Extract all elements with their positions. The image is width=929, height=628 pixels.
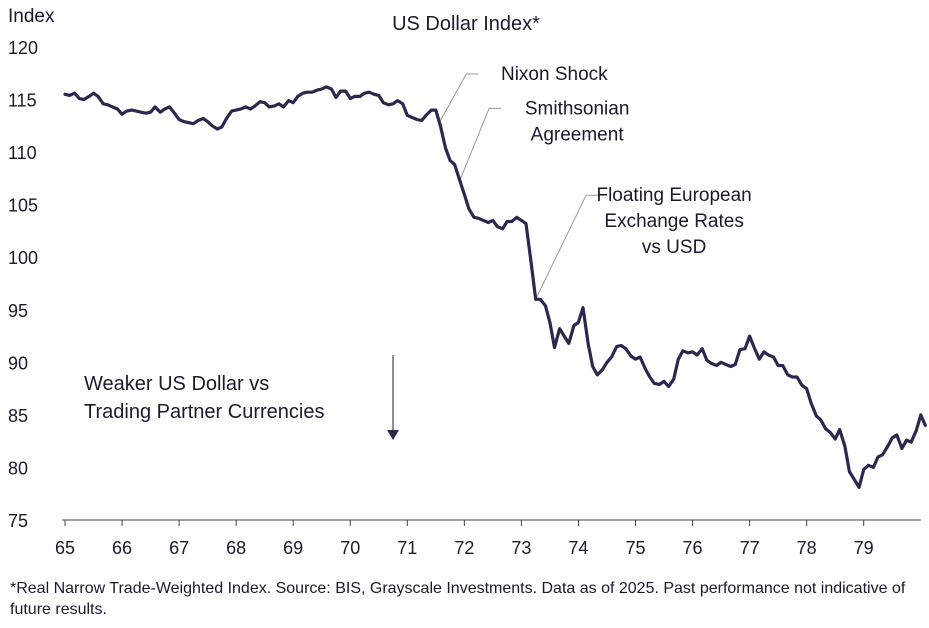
- x-tick-label: 68: [226, 538, 246, 558]
- arrow-down-icon: [387, 430, 399, 440]
- y-axis-ticks: 75 80 85 90 95 100 105 110 115 120: [8, 38, 38, 531]
- x-tick-label: 70: [340, 538, 360, 558]
- y-tick-label: 110: [8, 143, 37, 163]
- series-layer: [63, 85, 927, 489]
- y-tick-label: 120: [8, 38, 38, 58]
- x-axis-ticks: 65 66 67 68 69 70 71 72 73 74 75 76 77 78 79: [55, 520, 874, 558]
- annotation-leader: [459, 107, 502, 181]
- chart-title: US Dollar Index*: [392, 13, 540, 35]
- x-tick-label: 79: [854, 538, 874, 558]
- y-tick-label: 95: [8, 301, 28, 321]
- y-tick-label: 80: [8, 458, 28, 478]
- x-tick-label: 71: [397, 538, 417, 558]
- callout-layer: Weaker US Dollar vs Trading Partner Curre…: [84, 355, 399, 440]
- footnote: *Real Narrow Trade-Weighted Index. Sourc…: [10, 580, 906, 618]
- index-series-line: [63, 85, 927, 489]
- y-tick-label: 105: [8, 196, 38, 216]
- annotation-leader: [535, 194, 599, 300]
- annotation-label: Nixon Shock: [501, 64, 608, 85]
- y-tick-label: 85: [8, 406, 28, 426]
- x-tick-label: 73: [511, 538, 531, 558]
- y-tick-label: 115: [8, 91, 37, 111]
- annotation-leader: [439, 73, 479, 121]
- x-tick-label: 75: [625, 538, 645, 558]
- annotation-label: Smithsonian Agreement: [525, 98, 630, 145]
- dollar-index-chart: Index US Dollar Index* 75 80 85 90 95 100 105 1…: [8, 6, 927, 558]
- x-tick-label: 72: [454, 538, 474, 558]
- y-tick-label: 90: [8, 353, 28, 373]
- x-tick-label: 65: [55, 538, 75, 558]
- x-tick-label: 69: [283, 538, 303, 558]
- x-tick-label: 66: [112, 538, 132, 558]
- x-tick-label: 76: [683, 538, 703, 558]
- annotation-layer: Nixon Shock Smithsonian Agreement Floating …: [439, 64, 752, 300]
- annotation-label: Floating European Exchange Rates vs USD: [596, 185, 751, 258]
- x-tick-label: 78: [797, 538, 817, 558]
- x-tick-label: 74: [568, 538, 588, 558]
- y-axis-label: Index: [8, 6, 55, 27]
- y-tick-label: 75: [8, 511, 28, 531]
- x-tick-label: 77: [740, 538, 760, 558]
- y-tick-label: 100: [8, 248, 38, 268]
- weaker-dollar-callout: Weaker US Dollar vs Trading Partner Curre…: [84, 373, 324, 423]
- x-tick-label: 67: [169, 538, 189, 558]
